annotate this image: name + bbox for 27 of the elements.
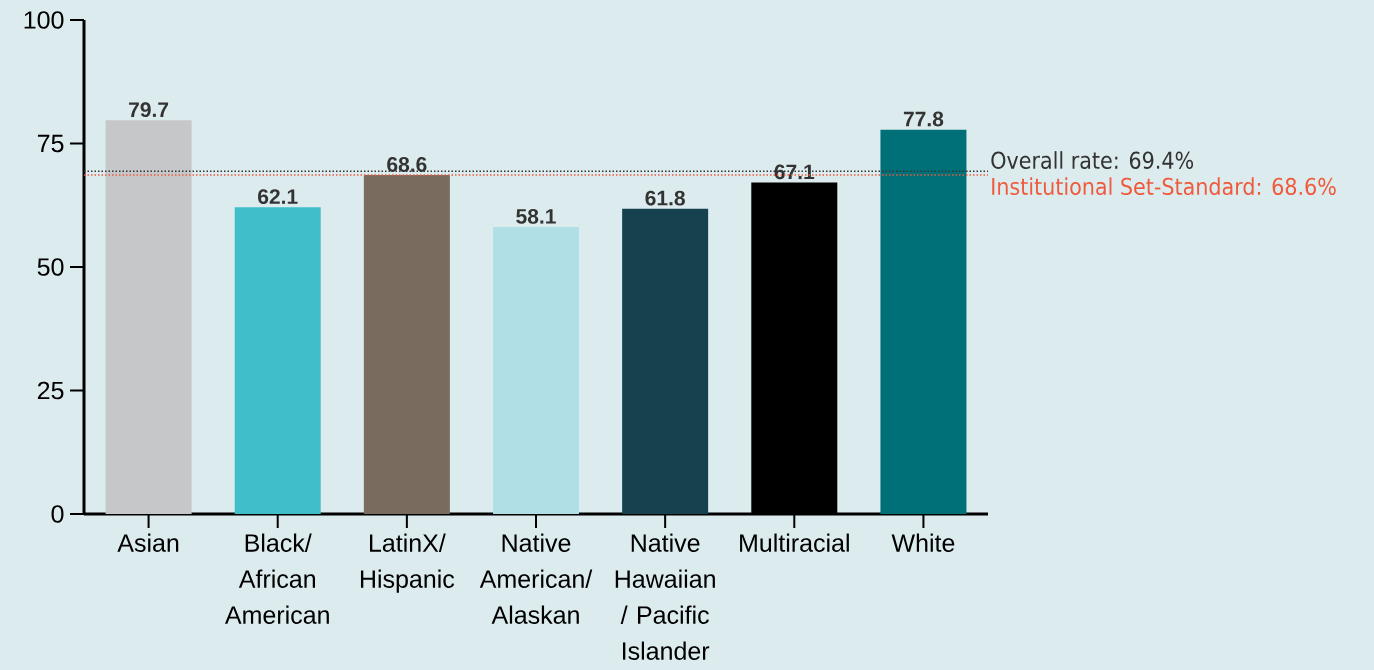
x-tick-label: Native Hawaiian / Pacific Islander (615, 533, 715, 660)
y-tick-label: 25 (37, 381, 64, 400)
data-label: 79.7 (129, 102, 169, 118)
x-tick-label: White (891, 533, 955, 552)
data-label: 68.6 (387, 157, 427, 172)
data-label: 58.1 (516, 208, 556, 224)
x-tick-label: LatinX/ Hispanic (360, 533, 455, 593)
data-label: 77.8 (903, 111, 944, 127)
x-tick-label: Multiracial (740, 533, 849, 552)
data-label: 67.1 (774, 164, 815, 180)
data-label: 61.8 (645, 190, 685, 206)
y-tick-label: 0 (51, 505, 64, 523)
bar (622, 208, 709, 514)
bar (880, 129, 967, 514)
data-label: 62.1 (258, 189, 298, 205)
x-tick-label: Native American/ Alaskan (479, 533, 593, 624)
bar (363, 175, 450, 514)
x-tick-label: Black/ African American (224, 533, 329, 624)
bar (234, 207, 321, 514)
y-tick-label: 50 (37, 258, 64, 276)
bar (493, 226, 580, 514)
x-tick-label: Asian (117, 533, 179, 552)
bar (105, 120, 192, 514)
y-tick-label: 100 (24, 11, 64, 29)
ref-line-label: Overall rate: 69.4% (991, 151, 1194, 169)
y-tick-label: 75 (37, 134, 64, 153)
ref-line-label: Institutional Set-Standard: 68.6% (992, 177, 1336, 196)
